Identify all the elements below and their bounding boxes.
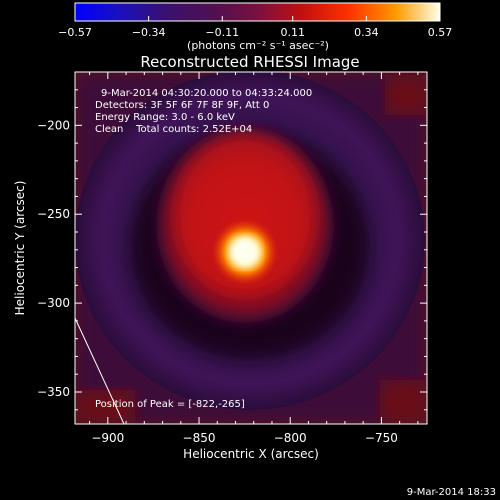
solar-limb-line [75,317,125,424]
colorbar-tick-label-2: −0.11 [205,26,239,39]
y-tick-label-1: −250 [37,207,70,221]
y-tick-label-3: −350 [37,385,70,399]
plot-frame [74,71,428,425]
x-tick-label-1: −850 [183,431,216,445]
footer-date: 9-Mar-2014 18:33 [407,487,496,498]
annotation-detectors: Detectors: 3F 5F 6F 7F 8F 9F, Att 0 [95,100,269,111]
colorbar-tick-label-3: 0.11 [280,26,305,39]
x-tick-label-0: −900 [91,431,124,445]
annotation-energy: Energy Range: 3.0 - 6.0 keV [95,112,235,123]
y-axis-label: Heliocentric Y (arcsec) [13,181,27,316]
colorbar-tick-label-5: 0.57 [428,26,453,39]
colorbar-frame [74,2,441,22]
annotation-time-range: 9-Mar-2014 04:30:20.000 to 04:33:24.000 [101,88,312,99]
y-tick-label-2: −300 [37,296,70,310]
x-axis-label: Heliocentric X (arcsec) [183,447,319,461]
y-axis-ticks: −200 −250 −300 −350 [37,71,427,411]
annotation-clean: Clean Total counts: 2.52E+04 [95,124,252,135]
heatmap-image [75,72,427,424]
colorbar-ticks: −0.57 −0.34 −0.11 0.11 0.34 0.57 [58,16,452,39]
colorbar-tick-label-0: −0.57 [58,26,92,39]
colorbar [75,3,440,21]
x-tick-label-2: −800 [274,431,307,445]
chart-title: Reconstructed RHESSI Image [140,53,359,71]
y-tick-label-0: −200 [37,118,70,132]
annotation-peak: Position of Peak = [-822,-265] [95,399,245,410]
colorbar-tick-label-1: −0.34 [132,26,166,39]
x-tick-label-3: −750 [365,431,398,445]
x-axis-ticks: −900 −850 −800 −750 [89,72,419,445]
colorbar-tick-label-4: 0.34 [354,26,379,39]
colorbar-unit-label: (photons cm⁻² s⁻¹ asec⁻²) [187,39,329,52]
